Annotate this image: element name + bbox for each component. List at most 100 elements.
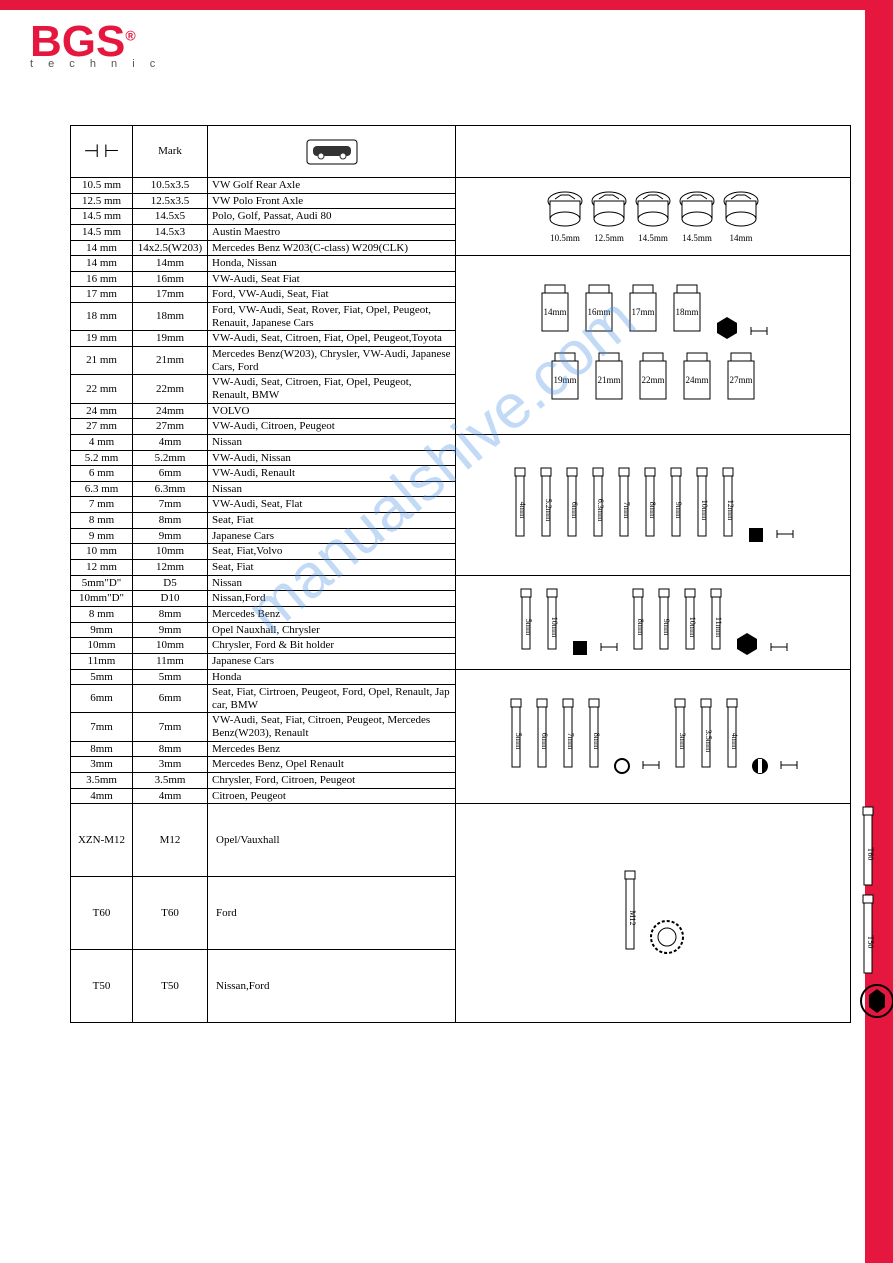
cell-apply: Seat, Fiat: [208, 513, 456, 529]
cell-size: 17 mm: [71, 287, 133, 303]
svg-text:8mm: 8mm: [592, 733, 601, 750]
header-mark: Mark: [133, 126, 208, 178]
cell-mark: 24mm: [133, 403, 208, 419]
table-row: 5mm 5mm Honda 5mm 6mm 7mm 8mm 3mm 3.5mm: [71, 669, 851, 685]
bit-illustration: 5mm: [513, 587, 539, 657]
cell-apply: Opel Nauxhall, Chrysler: [208, 622, 456, 638]
car-icon: [212, 138, 451, 166]
cell-apply: Polo, Golf, Passat, Audi 80: [208, 209, 456, 225]
socket-illustration: 14.5mm: [675, 189, 719, 243]
slot-shape-icon: [748, 757, 772, 775]
cell-apply: Mercedes Benz, Opel Renault: [208, 757, 456, 773]
cell-size: 24 mm: [71, 403, 133, 419]
spec-table: ⊣ ⊢ Mark 10.5 mm 10.5x3.5 VW Golf Rear A…: [70, 125, 851, 1023]
bit-illustration: 5.2mm: [533, 466, 559, 544]
cell-apply: Ford, VW-Audi, Seat, Rover, Fiat, Opel, …: [208, 303, 456, 331]
cell-apply: VW Polo Front Axle: [208, 193, 456, 209]
cell-mark: 6mm: [133, 466, 208, 482]
bit-illustration: 6.3mm: [585, 466, 611, 544]
dimension-arrow-icon: [745, 305, 773, 341]
dimension-arrow-icon: [771, 508, 799, 544]
svg-text:4mm: 4mm: [730, 733, 739, 750]
cell-mark: 4mm: [133, 788, 208, 804]
cell-apply: Citroen, Peugeot: [208, 788, 456, 804]
svg-text:11mm: 11mm: [714, 617, 723, 638]
cell-apply: Mercedes Benz: [208, 741, 456, 757]
cell-size: 14.5 mm: [71, 209, 133, 225]
bit-illustration: T50: [855, 893, 881, 981]
header-size-icon: ⊣ ⊢: [71, 126, 133, 178]
cell-size: 5.2 mm: [71, 450, 133, 466]
cell-size: 6.3 mm: [71, 481, 133, 497]
cell-mark: 7mm: [133, 713, 208, 741]
svg-text:16mm: 16mm: [588, 307, 611, 317]
svg-text:12mm: 12mm: [726, 500, 735, 521]
socket-label: 12.5mm: [594, 233, 624, 243]
dimension-arrow-icon: [775, 739, 803, 775]
cell-apply: Austin Maestro: [208, 224, 456, 240]
cell-apply: Seat, Fiat,Volvo: [208, 544, 456, 560]
cell-apply: Japanese Cars: [208, 528, 456, 544]
svg-text:9mm: 9mm: [662, 619, 671, 636]
cell-size: 10 mm: [71, 544, 133, 560]
torx-shape-icon: [855, 981, 893, 1021]
svg-text:27mm: 27mm: [729, 375, 752, 385]
cell-size: 8 mm: [71, 513, 133, 529]
cell-apply: VW Golf Rear Axle: [208, 178, 456, 194]
cell-mark: 9mm: [133, 528, 208, 544]
cell-size: 19 mm: [71, 331, 133, 347]
cell-apply: Nissan,Ford: [208, 950, 456, 1023]
svg-text:4mm: 4mm: [518, 502, 527, 519]
svg-text:18mm: 18mm: [676, 307, 699, 317]
socket-label: 14mm: [729, 233, 752, 243]
svg-text:T50: T50: [866, 936, 875, 949]
cell-size: 12.5 mm: [71, 193, 133, 209]
cell-mark: 19mm: [133, 331, 208, 347]
bit-illustration: 12mm: [715, 466, 741, 544]
cell-apply: VW-Audi, Seat, Fiat, Citroen, Peugeot, M…: [208, 713, 456, 741]
cell-size: 6 mm: [71, 466, 133, 482]
square-shape-icon: [744, 526, 768, 544]
svg-text:8mm: 8mm: [636, 619, 645, 636]
bit-illustration: T60: [855, 805, 881, 893]
dimension-arrow-icon: [637, 739, 665, 775]
svg-text:19mm: 19mm: [553, 375, 576, 385]
table-row: 4 mm 4mm Nissan 4mm 5.2mm 6mm 6.3mm 7mm …: [71, 434, 851, 450]
cell-apply: Japanese Cars: [208, 653, 456, 669]
table-header-row: ⊣ ⊢ Mark: [71, 126, 851, 178]
header-diagram-blank: [456, 126, 851, 178]
cell-mark: D10: [133, 591, 208, 607]
logo-sub: t e c h n i c: [30, 60, 161, 70]
cell-size: 18 mm: [71, 303, 133, 331]
header-mark-label: Mark: [158, 145, 182, 157]
cell-apply: VW-Audi, Seat, Flat: [208, 497, 456, 513]
svg-text:7mm: 7mm: [566, 733, 575, 750]
bit-illustration: 8mm: [625, 587, 651, 657]
cell-mark: 5mm: [133, 669, 208, 685]
hex-socket-illustration: 19mm: [543, 349, 587, 409]
svg-text:17mm: 17mm: [632, 307, 655, 317]
page: BGS® t e c h n i c manualshive.com ⊣ ⊢ M…: [0, 0, 893, 1263]
cell-apply: VW-Audi, Renault: [208, 466, 456, 482]
bit-illustration: 6mm: [559, 466, 585, 544]
cell-size: T60: [71, 877, 133, 950]
socket-illustration: 12.5mm: [587, 189, 631, 243]
cell-mark: 9mm: [133, 622, 208, 638]
cell-mark: 4mm: [133, 434, 208, 450]
cell-size: 11mm: [71, 653, 133, 669]
hex-socket-illustration: 22mm: [631, 349, 675, 409]
circle-shape-icon: [610, 757, 634, 775]
cell-apply: VW-Audi, Seat, Citroen, Fiat, Opel, Peug…: [208, 331, 456, 347]
cell-size: 10.5 mm: [71, 178, 133, 194]
cell-size: 5mm: [71, 669, 133, 685]
cell-mark: 3.5mm: [133, 772, 208, 788]
cell-mark: 16mm: [133, 271, 208, 287]
cell-size: 7 mm: [71, 497, 133, 513]
cell-mark: 14mm: [133, 256, 208, 272]
bit-illustration: M12: [617, 869, 643, 957]
cell-mark: 6.3mm: [133, 481, 208, 497]
cell-mark: T50: [133, 950, 208, 1023]
svg-text:24mm: 24mm: [685, 375, 708, 385]
hex-socket-illustration: 24mm: [675, 349, 719, 409]
cell-mark: D5: [133, 575, 208, 591]
